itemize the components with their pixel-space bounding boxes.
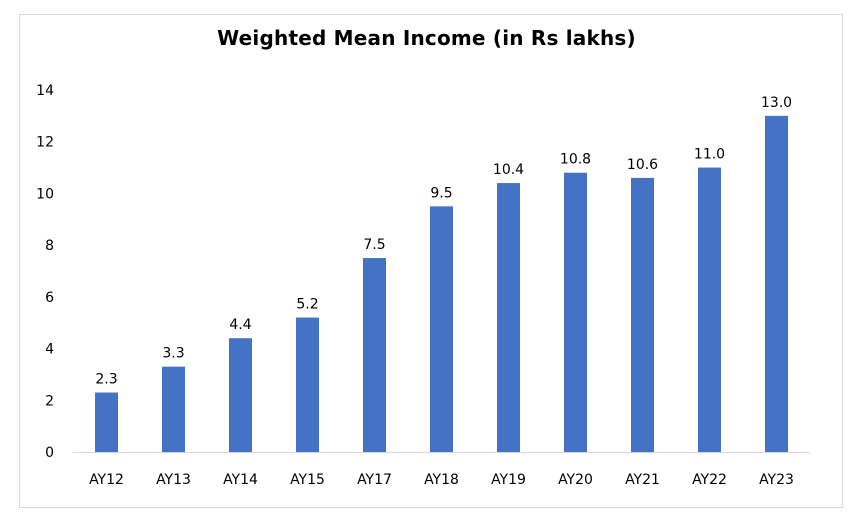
x-tick-label: AY18 (424, 472, 459, 488)
y-tick-label: 12 (36, 135, 54, 151)
y-tick-label: 6 (45, 290, 54, 306)
y-tick-label: 4 (45, 342, 54, 358)
data-label: 4.4 (229, 317, 251, 333)
x-tick-label: AY17 (357, 472, 392, 488)
chart-title: Weighted Mean Income (in Rs lakhs) (217, 26, 636, 50)
data-label: 10.8 (560, 152, 591, 168)
x-tick-label: AY23 (759, 472, 794, 488)
bar-ay21 (631, 177, 654, 452)
x-tick-label: AY19 (491, 472, 526, 488)
data-label: 5.2 (296, 297, 318, 313)
data-label: 10.6 (627, 157, 658, 173)
x-tick-label: AY14 (223, 472, 258, 488)
bar-ay13 (162, 366, 185, 452)
y-tick-label: 2 (45, 393, 54, 409)
bar-ay18 (430, 206, 453, 452)
data-label: 9.5 (430, 185, 452, 201)
bar-ay17 (363, 258, 386, 452)
x-tick-label: AY22 (692, 472, 727, 488)
data-label: 3.3 (162, 346, 184, 362)
bar-ay20 (564, 172, 587, 452)
bar-ay19 (497, 183, 520, 453)
y-tick-label: 8 (45, 238, 54, 254)
data-label: 13.0 (761, 95, 792, 111)
bar-ay22 (698, 167, 721, 453)
x-tick-label: AY21 (625, 472, 660, 488)
x-tick-label: AY13 (156, 472, 191, 488)
x-tick-label: AY20 (558, 472, 593, 488)
data-label: 10.4 (493, 162, 524, 178)
bar-ay12 (95, 392, 118, 452)
bar-ay15 (296, 317, 319, 452)
data-label: 2.3 (95, 372, 117, 388)
x-tick-label: AY12 (89, 472, 124, 488)
bar-ay14 (229, 338, 252, 452)
x-tick-label: AY15 (290, 472, 325, 488)
y-tick-label: 0 (45, 445, 54, 461)
data-label: 7.5 (363, 237, 385, 253)
y-tick-label: 10 (36, 186, 54, 202)
y-tick-label: 14 (36, 83, 54, 99)
bar-ay23 (765, 115, 788, 452)
data-label: 11.0 (694, 147, 725, 163)
